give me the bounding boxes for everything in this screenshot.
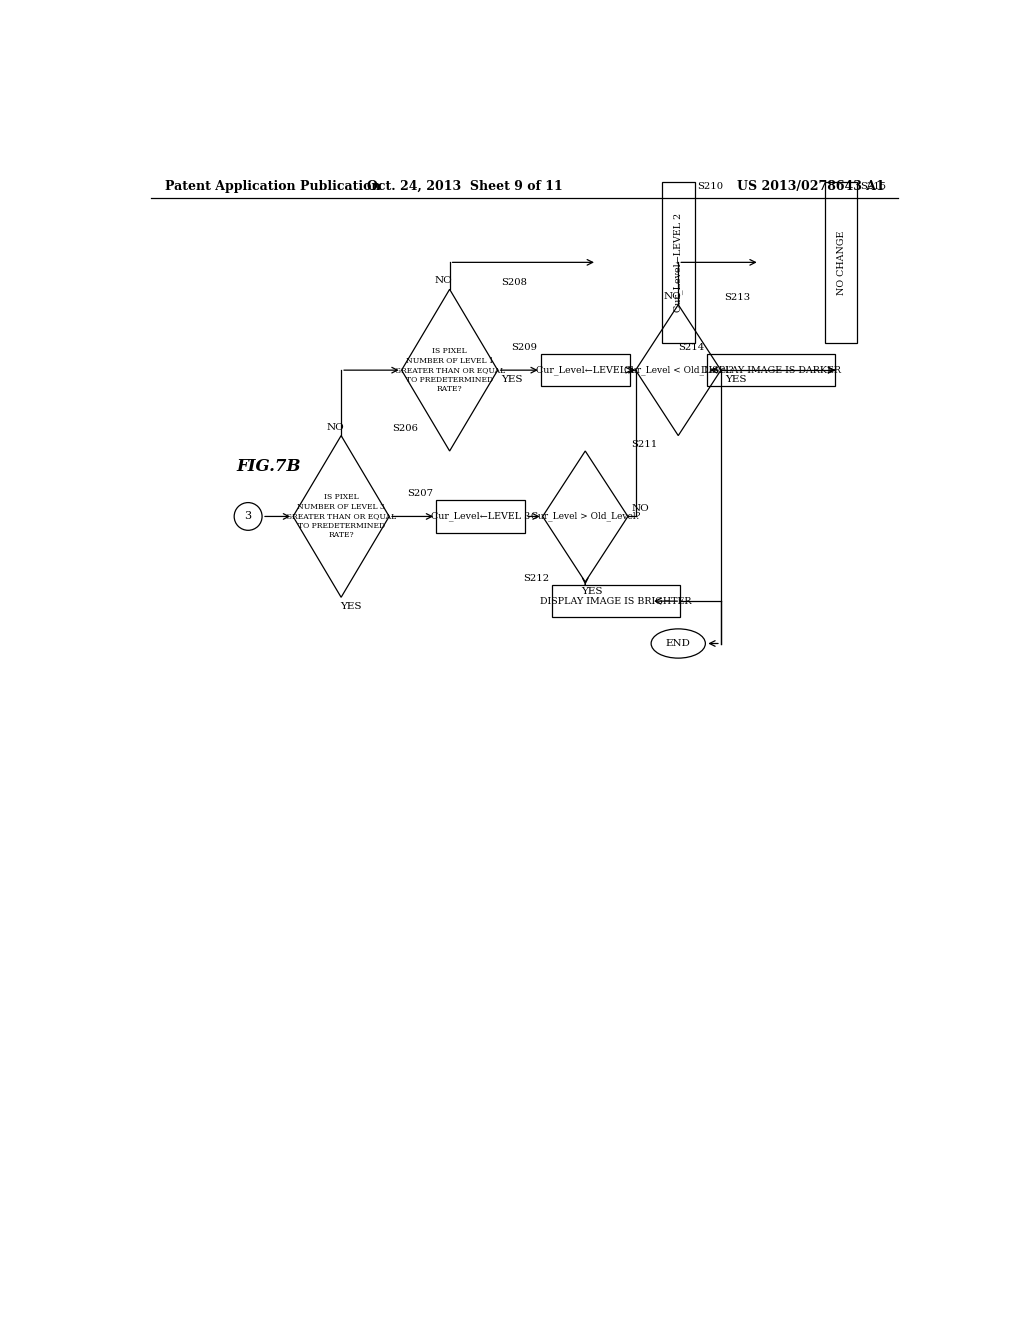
Text: Cur_Level < Old_Level?: Cur_Level < Old_Level? — [624, 366, 733, 375]
Text: DISPLAY IMAGE IS DARKER: DISPLAY IMAGE IS DARKER — [701, 366, 842, 375]
Text: NO: NO — [632, 504, 649, 512]
Text: US 2013/0278643 A1: US 2013/0278643 A1 — [736, 180, 885, 193]
Text: IS PIXEL
NUMBER OF LEVEL 1
GREATER THAN OR EQUAL
TO PREDETERMINED
RATE?: IS PIXEL NUMBER OF LEVEL 1 GREATER THAN … — [394, 347, 505, 393]
Text: S206: S206 — [392, 424, 418, 433]
Text: NO: NO — [434, 276, 453, 285]
Text: YES: YES — [502, 375, 523, 384]
Text: YES: YES — [340, 602, 361, 611]
Text: S213: S213 — [724, 293, 751, 302]
Text: Patent Application Publication: Patent Application Publication — [165, 180, 381, 193]
Text: S212: S212 — [523, 574, 549, 582]
Text: S215: S215 — [860, 182, 887, 190]
Text: IS PIXEL
NUMBER OF LEVEL 3
GREATER THAN OR EQUAL
TO PREDETERMINED
RATE?: IS PIXEL NUMBER OF LEVEL 3 GREATER THAN … — [286, 494, 396, 540]
Text: S209: S209 — [512, 343, 538, 351]
Bar — [662, 182, 694, 343]
Text: NO: NO — [326, 422, 344, 432]
Text: END: END — [666, 639, 690, 648]
Text: NO: NO — [664, 292, 681, 301]
Text: YES: YES — [725, 375, 746, 384]
Bar — [436, 500, 525, 533]
Text: S207: S207 — [407, 488, 433, 498]
Text: S210: S210 — [697, 182, 724, 190]
Text: S211: S211 — [631, 440, 657, 449]
Text: DISPLAY IMAGE IS BRIGHTER: DISPLAY IMAGE IS BRIGHTER — [541, 597, 692, 606]
Text: Cur_Level←LEVEL 2: Cur_Level←LEVEL 2 — [674, 213, 683, 312]
Bar — [552, 585, 680, 618]
Bar — [824, 182, 857, 343]
Text: 3: 3 — [245, 511, 252, 521]
Text: YES: YES — [581, 586, 602, 595]
Text: S214: S214 — [678, 343, 705, 351]
Text: Cur_Level←LEVEL 3: Cur_Level←LEVEL 3 — [431, 512, 530, 521]
Text: Cur_Level > Old_Level?: Cur_Level > Old_Level? — [530, 512, 640, 521]
Text: Oct. 24, 2013  Sheet 9 of 11: Oct. 24, 2013 Sheet 9 of 11 — [368, 180, 563, 193]
Bar — [541, 354, 630, 387]
Text: FIG.7B: FIG.7B — [237, 458, 301, 475]
Text: NO CHANGE: NO CHANGE — [837, 230, 846, 294]
Text: S208: S208 — [501, 279, 526, 286]
Text: Cur_Level←LEVEL 1: Cur_Level←LEVEL 1 — [536, 366, 635, 375]
Bar — [708, 354, 836, 387]
